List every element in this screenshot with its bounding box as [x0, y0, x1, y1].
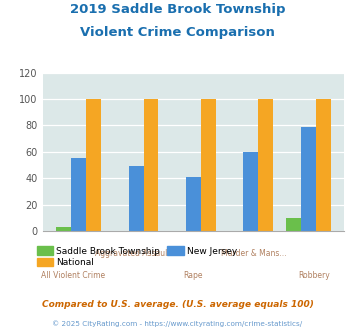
- Bar: [186, 177, 201, 231]
- Bar: [56, 227, 71, 231]
- Bar: [301, 127, 316, 231]
- Text: All Violent Crime: All Violent Crime: [41, 271, 105, 280]
- Text: Rape: Rape: [184, 271, 203, 280]
- Legend: Saddle Brook Township, National, New Jersey: Saddle Brook Township, National, New Jer…: [33, 243, 241, 271]
- Bar: [286, 218, 301, 231]
- Bar: [129, 166, 143, 231]
- Text: Aggravated Assault: Aggravated Assault: [95, 249, 171, 258]
- Text: Murder & Mans...: Murder & Mans...: [221, 249, 286, 258]
- Text: Robbery: Robbery: [298, 271, 330, 280]
- Bar: [143, 99, 158, 231]
- Text: 2019 Saddle Brook Township: 2019 Saddle Brook Township: [70, 3, 285, 16]
- Bar: [201, 99, 216, 231]
- Text: © 2025 CityRating.com - https://www.cityrating.com/crime-statistics/: © 2025 CityRating.com - https://www.city…: [53, 321, 302, 327]
- Bar: [244, 152, 258, 231]
- Bar: [316, 99, 331, 231]
- Bar: [86, 99, 101, 231]
- Text: Compared to U.S. average. (U.S. average equals 100): Compared to U.S. average. (U.S. average …: [42, 300, 313, 309]
- Bar: [258, 99, 273, 231]
- Text: Violent Crime Comparison: Violent Crime Comparison: [80, 26, 275, 39]
- Bar: [71, 158, 86, 231]
